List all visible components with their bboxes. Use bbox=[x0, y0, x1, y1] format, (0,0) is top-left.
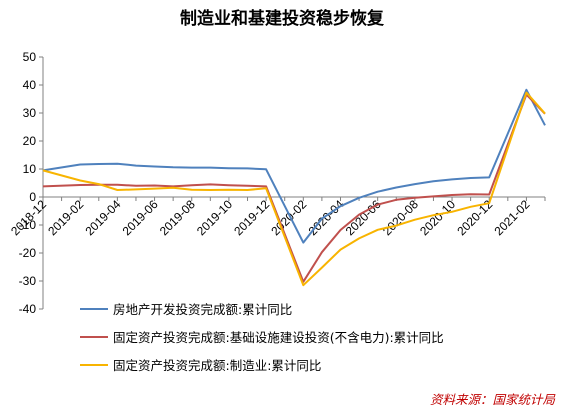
x-tick-label: 2019-04 bbox=[82, 197, 123, 238]
x-tick-label: 2019-08 bbox=[157, 197, 198, 238]
chart-title: 制造业和基建投资稳步恢复 bbox=[180, 8, 385, 29]
x-tick-label: 2019-02 bbox=[45, 197, 86, 238]
y-axis: -40 -30 -20 -10 0 10 20 30 40 50 bbox=[19, 50, 44, 316]
legend-label-2: 固定资产投资完成额:基础设施建设投资(不含电力):累计同比 bbox=[113, 330, 444, 345]
y-tick-label: -10 bbox=[19, 218, 37, 232]
legend-label-1: 房地产开发投资完成额:累计同比 bbox=[113, 302, 292, 317]
legend: 房地产开发投资完成额:累计同比固定资产投资完成额:基础设施建设投资(不含电力):… bbox=[80, 302, 444, 373]
y-tick-label: -30 bbox=[19, 274, 37, 288]
y-tick-label: 0 bbox=[29, 190, 36, 204]
legend-label-3: 固定资产投资完成额:制造业:累计同比 bbox=[113, 358, 321, 373]
x-tick-label: 2019-12 bbox=[231, 197, 272, 238]
x-tick-label: 2021-02 bbox=[491, 197, 532, 238]
series-line-3 bbox=[42, 91, 546, 287]
y-tick-label: 40 bbox=[23, 78, 37, 92]
series-lines bbox=[42, 88, 546, 287]
y-tick-label: -20 bbox=[19, 246, 37, 260]
y-tick-label: 10 bbox=[23, 162, 37, 176]
y-tick-label: -40 bbox=[19, 302, 37, 316]
y-tick-label: 20 bbox=[23, 134, 37, 148]
series-line-2 bbox=[42, 93, 546, 283]
source-note: 资料来源：国家统计局 bbox=[430, 392, 556, 407]
x-tick-label: 2019-10 bbox=[194, 197, 235, 238]
series-line-1 bbox=[42, 88, 546, 244]
y-tick-label: 50 bbox=[23, 50, 37, 64]
x-tick-label: 2020-02 bbox=[268, 197, 309, 238]
x-tick-label: 2019-06 bbox=[120, 197, 161, 238]
y-tick-label: 30 bbox=[23, 106, 37, 120]
